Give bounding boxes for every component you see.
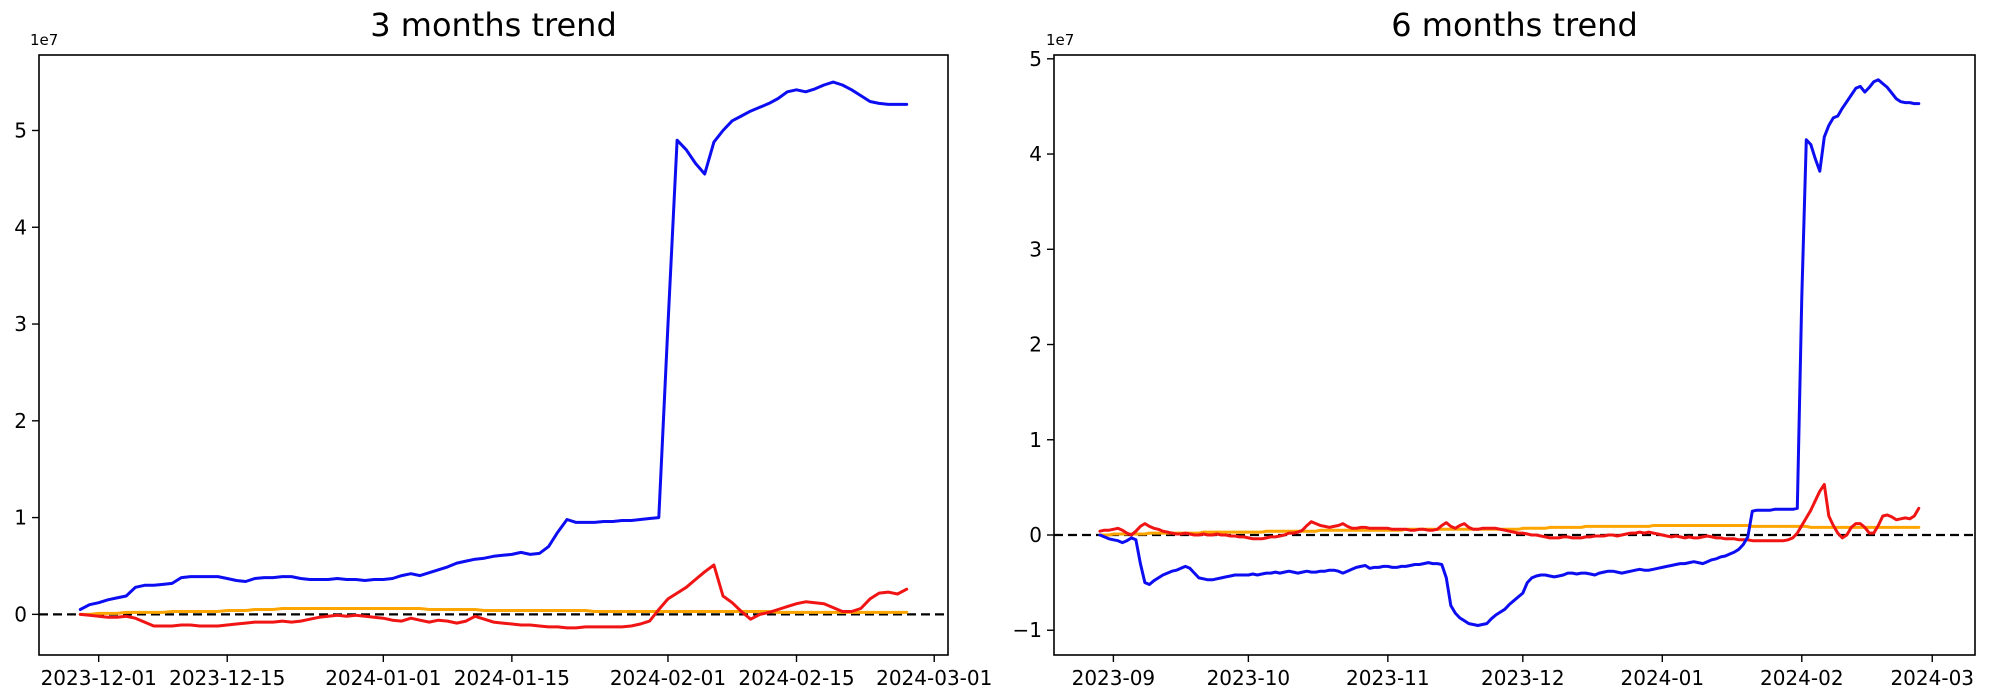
y-tick-label: −1 (1013, 618, 1042, 642)
x-tick-label: 2023-12-15 (169, 666, 285, 690)
y-tick-label: 4 (1029, 142, 1042, 166)
x-tick-label: 2024-02-15 (738, 666, 854, 690)
series-line-blue (1098, 78, 1921, 627)
y-tick-label: 2 (1029, 333, 1042, 357)
y-tick-label: 0 (14, 602, 27, 626)
x-tick-label: 2023-10 (1207, 666, 1291, 690)
y-tick-label: 3 (14, 312, 27, 336)
x-tick-label: 2024-03-01 (876, 666, 992, 690)
x-tick-label: 2024-02-01 (610, 666, 726, 690)
x-tick-label: 2023-11 (1346, 666, 1430, 690)
x-tick-label: 2024-01 (1621, 666, 1705, 690)
x-tick-label: 2023-12 (1481, 666, 1565, 690)
axes-6-months: 2023-09 2023-10 2023-11 2023-12 2024-01 2024-… (1013, 47, 1976, 690)
y-tick-label: 4 (14, 215, 27, 239)
y-tick-label: 3 (1029, 237, 1042, 261)
y-tick-label: 2 (14, 409, 27, 433)
y-axis-offset-label-6-months: 1e7 (1046, 31, 1075, 49)
series-line-orange (1098, 524, 1921, 537)
x-tick-label: 2023-09 (1072, 666, 1156, 690)
y-axis-offset-label-3-months: 1e7 (30, 31, 59, 49)
series-line-red (78, 563, 909, 630)
x-tick-label: 2023-12-01 (41, 666, 157, 690)
chart-title-3-months: 3 months trend (370, 6, 617, 44)
y-tick-label: 5 (1029, 47, 1042, 71)
chart-title-6-months: 6 months trend (1391, 6, 1638, 44)
y-tick-label: 0 (1029, 523, 1042, 547)
y-tick-label: 1 (1029, 428, 1042, 452)
y-tick-label: 1 (14, 506, 27, 530)
x-tick-label: 2024-01-15 (454, 666, 570, 690)
axes-3-months: 2023-12-01 2023-12-15 2024-01-01 2024-01-15… (14, 54, 992, 690)
plot-spines (1053, 54, 1976, 656)
x-tick-label: 2024-01-01 (325, 666, 441, 690)
series-line-red (1098, 483, 1921, 543)
plot-spines (38, 54, 949, 656)
x-tick-label: 2024-03 (1890, 666, 1974, 690)
series-line-blue (78, 80, 909, 611)
x-tick-label: 2024-02 (1760, 666, 1844, 690)
y-tick-label: 5 (14, 118, 27, 142)
